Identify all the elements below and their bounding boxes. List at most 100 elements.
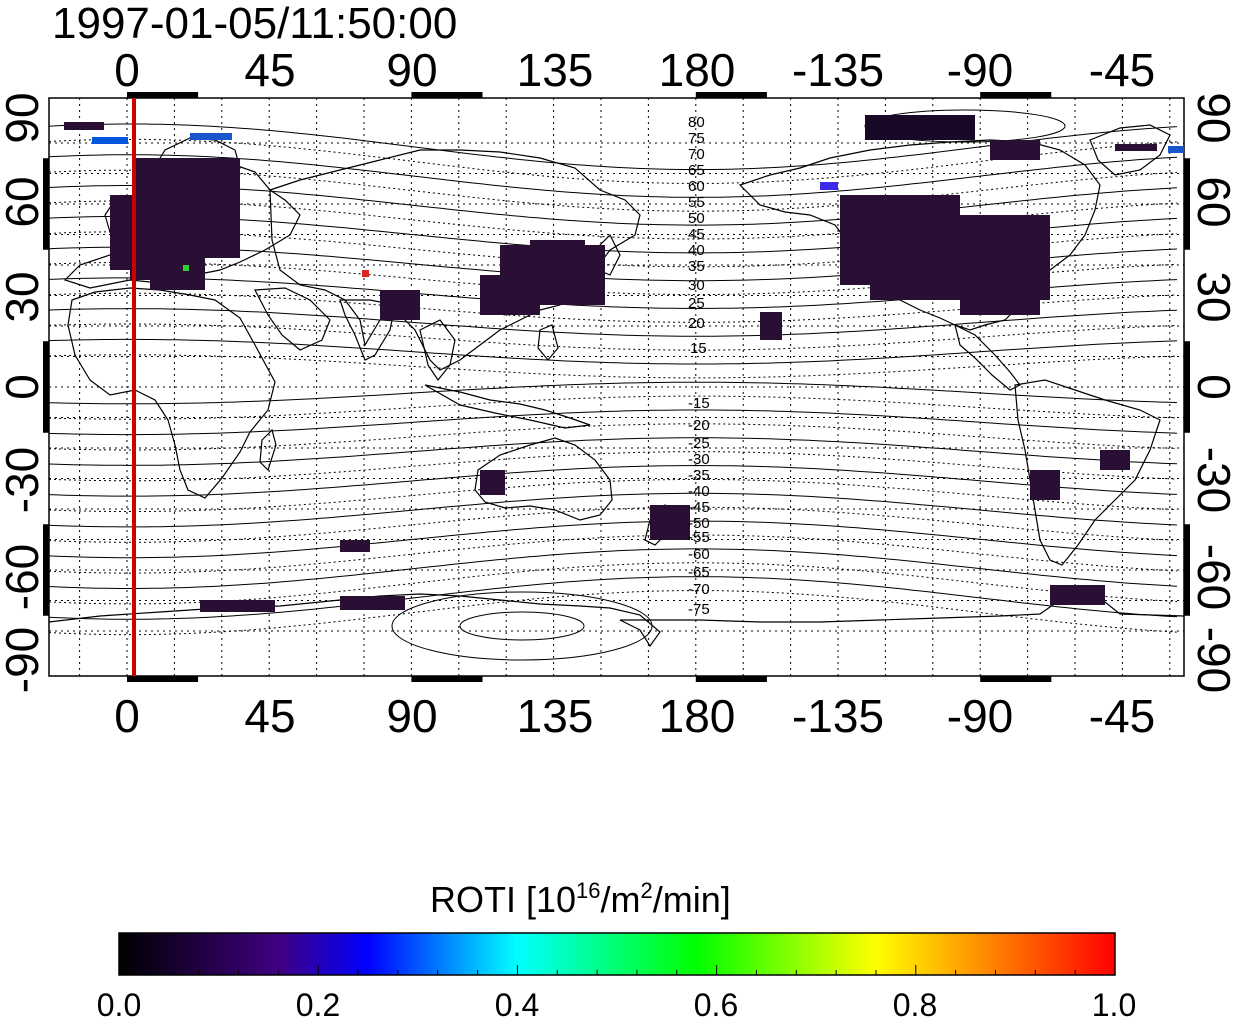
frame-bar (127, 92, 199, 98)
frame-bar (1184, 341, 1190, 433)
lon-label-top: 135 (517, 44, 594, 96)
mlat-label: 70 (688, 146, 705, 163)
mlat-contour (49, 381, 1178, 405)
colorbar-tick-label: 0.8 (893, 987, 937, 1023)
lat-label-right: 30 (1188, 271, 1240, 322)
colorbar-tick-label: 0.4 (495, 987, 539, 1023)
latitude-labels-left: 90 60 30 0 -30 -60 -90 (0, 92, 48, 693)
lon-label-top: 180 (659, 44, 736, 96)
mlat-contour (49, 576, 1178, 620)
mlat-label: 75 (688, 130, 705, 147)
polar-oval (391, 591, 653, 661)
lat-label-left: -30 (0, 447, 48, 513)
colorbar-title-mid: /m (601, 879, 641, 920)
colorbar-tick-label: 1.0 (1092, 987, 1136, 1023)
mlat-label: -30 (688, 451, 710, 468)
colorbar-gradient (118, 932, 1116, 976)
timestamp-title: 1997-01-05/11:50:00 (52, 0, 457, 48)
mlat-contour (49, 437, 1178, 466)
frame-bar (411, 92, 483, 98)
mlat-label: 35 (688, 258, 705, 275)
lat-label-right: -30 (1188, 447, 1240, 513)
lon-label-top: -45 (1089, 44, 1155, 96)
mlat-contour (49, 200, 1178, 240)
frame-bar (127, 676, 199, 682)
coast-indochina (419, 319, 456, 382)
mlat-contour (49, 464, 1178, 497)
mlat-contour (49, 562, 1178, 605)
mlat-contour (49, 123, 1178, 171)
mlat-contour (49, 451, 1178, 482)
mlat-label: 45 (688, 226, 705, 243)
frame-bar (43, 158, 49, 250)
frame-bar (980, 676, 1052, 682)
polar-oval (459, 611, 585, 641)
mlat-contour (49, 423, 1178, 451)
lon-label-bottom: 0 (114, 690, 140, 742)
mlat-label: -65 (688, 564, 710, 581)
mlat-label: -75 (688, 601, 710, 618)
lon-label-top: -135 (792, 44, 884, 96)
mlat-label: -50 (688, 515, 710, 532)
frame-bar (43, 524, 49, 616)
coast-india (339, 299, 396, 361)
lat-label-right: -60 (1188, 544, 1240, 610)
colorbar-title: ROTI [1016/m2/min] (430, 878, 731, 920)
coast-philippines (537, 324, 559, 361)
lon-label-bottom: 45 (244, 690, 295, 742)
lon-label-bottom: -45 (1089, 690, 1155, 742)
mlat-label: 25 (688, 295, 705, 312)
mlat-contour (49, 590, 1178, 636)
mlat-label: -45 (688, 499, 710, 516)
lon-label-bottom: 90 (386, 690, 437, 742)
mlat-label: -60 (688, 546, 710, 563)
lat-label-right: -90 (1188, 627, 1240, 693)
mlat-contour (49, 231, 1178, 268)
coast-greenland (1089, 124, 1171, 176)
coast-africa (67, 287, 276, 499)
mlat-label: 65 (688, 162, 705, 179)
colorbar-title-sup2: 2 (641, 878, 653, 903)
lat-label-left: 0 (0, 374, 48, 400)
mlat-label: 30 (688, 277, 705, 294)
longitude-labels-bottom: 0 45 90 135 180 -135 -90 -45 (114, 690, 1155, 742)
mlat-contour (49, 506, 1178, 543)
frame-bar (1184, 524, 1190, 616)
mlat-contour (49, 548, 1178, 589)
frame-bar (695, 92, 767, 98)
mlat-label: 40 (688, 242, 705, 259)
lon-label-top: 45 (244, 44, 295, 96)
graticule-grid (49, 98, 1184, 676)
lat-label-left: -90 (0, 627, 48, 693)
lon-label-bottom: -135 (792, 690, 884, 742)
roti-highlights (64, 122, 1184, 277)
colorbar-tick-label: 0.6 (694, 987, 738, 1023)
lon-label-top: -90 (947, 44, 1013, 96)
lon-label-top: 0 (114, 44, 140, 96)
mlat-label: 50 (688, 210, 705, 227)
lat-label-left: -60 (0, 544, 48, 610)
coast-arabia (254, 287, 331, 351)
lon-label-bottom: -90 (947, 690, 1013, 742)
colorbar-title-end: /min] (653, 879, 731, 920)
mlat-contour (49, 138, 1178, 185)
mlat-label: 60 (688, 178, 705, 195)
mlat-contour (49, 323, 1178, 351)
mlat-contour (49, 395, 1178, 420)
frame-tick-bars (43, 92, 1190, 682)
lat-label-right: 90 (1188, 92, 1240, 143)
coast-madagascar (259, 428, 277, 472)
mlat-label: -20 (688, 417, 710, 434)
frame-bar (43, 341, 49, 433)
lon-label-bottom: 180 (659, 690, 736, 742)
coast-antarctica (49, 591, 1184, 648)
mlat-contour (49, 308, 1178, 337)
lat-label-left: 60 (0, 176, 48, 227)
mlat-label: -40 (688, 483, 710, 500)
lat-label-left: 90 (0, 92, 48, 143)
mlat-label: 55 (688, 194, 705, 211)
frame-bar (695, 676, 767, 682)
mlat-contour (49, 338, 1178, 365)
mlat-label: -70 (688, 581, 710, 598)
mlat-contour (49, 354, 1178, 379)
